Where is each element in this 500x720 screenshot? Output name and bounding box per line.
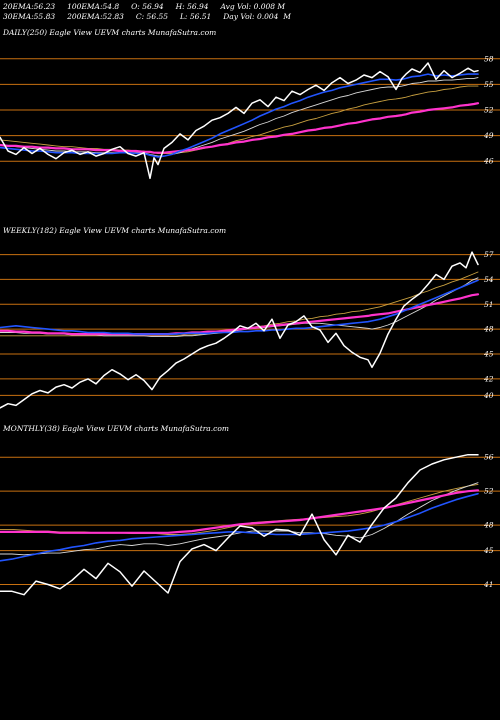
weekly-y-tick-label: 40	[483, 391, 494, 400]
ema200-label: 200EMA:	[67, 12, 103, 21]
daily-y-tick-label: 49	[483, 131, 494, 140]
daily-y-tick-label: 46	[483, 157, 494, 166]
weekly-panel-title: WEEKLY(182) Eagle View UEVM charts Munaf…	[3, 226, 227, 235]
day-vol-label: Day Vol:	[223, 12, 255, 21]
ema200-value: 52.83	[102, 12, 124, 21]
monthly-panel-title: MONTHLY(38) Eagle View UEVM charts Munaf…	[3, 424, 229, 433]
weekly-y-tick-label: 54	[484, 275, 494, 284]
daily-panel-title: DAILY(250) Eagle View UEVM charts Munafa…	[3, 28, 217, 37]
monthly-y-tick-label: 52	[484, 487, 494, 496]
day-vol-unit: M	[283, 12, 291, 21]
weekly-y-tick-label: 48	[483, 325, 494, 334]
weekly-y-tick-label: 57	[484, 250, 494, 259]
ema20-label: 20EMA:	[3, 2, 34, 11]
weekly-y-tick-label: 45	[483, 350, 494, 359]
weekly-ema-white-line	[0, 277, 479, 338]
close-value: 56.55	[146, 12, 169, 21]
ema30-label: 30EMA:	[3, 12, 34, 21]
weekly-ema-pink-line	[0, 293, 480, 336]
close-label: C:	[135, 12, 145, 21]
monthly-y-tick-label: 45	[483, 546, 494, 555]
daily-ema-blue-line	[0, 73, 479, 158]
low-value: 56.51	[189, 12, 212, 21]
high-label: H:	[175, 2, 185, 11]
header-row-1: 20EMA:56.23 100EMA:54.8 O: 56.94 H: 56.9…	[3, 2, 285, 11]
weekly-y-tick-label: 51	[484, 300, 494, 309]
ema100-value: 54.8	[102, 2, 120, 11]
daily-price-line	[0, 62, 479, 180]
monthly-y-tick-label: 48	[483, 521, 494, 530]
open-label: O:	[131, 2, 140, 11]
ema30-value: 55.83	[33, 12, 56, 21]
monthly-ema-pink-line	[0, 489, 480, 534]
daily-y-tick-label: 58	[484, 54, 494, 63]
high-value: 56.94	[187, 2, 209, 11]
ema100-label: 100EMA:	[67, 2, 103, 11]
daily-ema-white-line	[0, 77, 479, 157]
header-row-2: 30EMA:55.83 200EMA:52.83 C: 56.55 L: 56.…	[3, 12, 291, 21]
daily-ema-pink-line	[0, 102, 480, 154]
avg-vol-label: Avg Vol:	[220, 2, 252, 11]
daily-ema-gold-line	[0, 85, 479, 154]
monthly-price-line	[0, 453, 479, 596]
weekly-price-line	[0, 251, 479, 409]
daily-y-tick-label: 52	[484, 106, 494, 115]
low-label: L:	[179, 12, 188, 21]
monthly-y-tick-label: 41	[483, 580, 494, 589]
day-vol-value: 0.004	[256, 12, 279, 21]
monthly-ema-blue-line	[0, 492, 479, 562]
avg-vol-value: 0.008 M	[253, 2, 286, 11]
ema20-value: 56.23	[33, 2, 56, 11]
monthly-y-tick-label: 56	[484, 453, 494, 462]
monthly-ema-white-line	[0, 482, 479, 556]
weekly-ema-blue-line	[0, 279, 479, 335]
open-value: 56.94	[142, 2, 164, 11]
weekly-y-tick-label: 42	[483, 374, 494, 383]
daily-y-tick-label: 55	[484, 80, 494, 89]
